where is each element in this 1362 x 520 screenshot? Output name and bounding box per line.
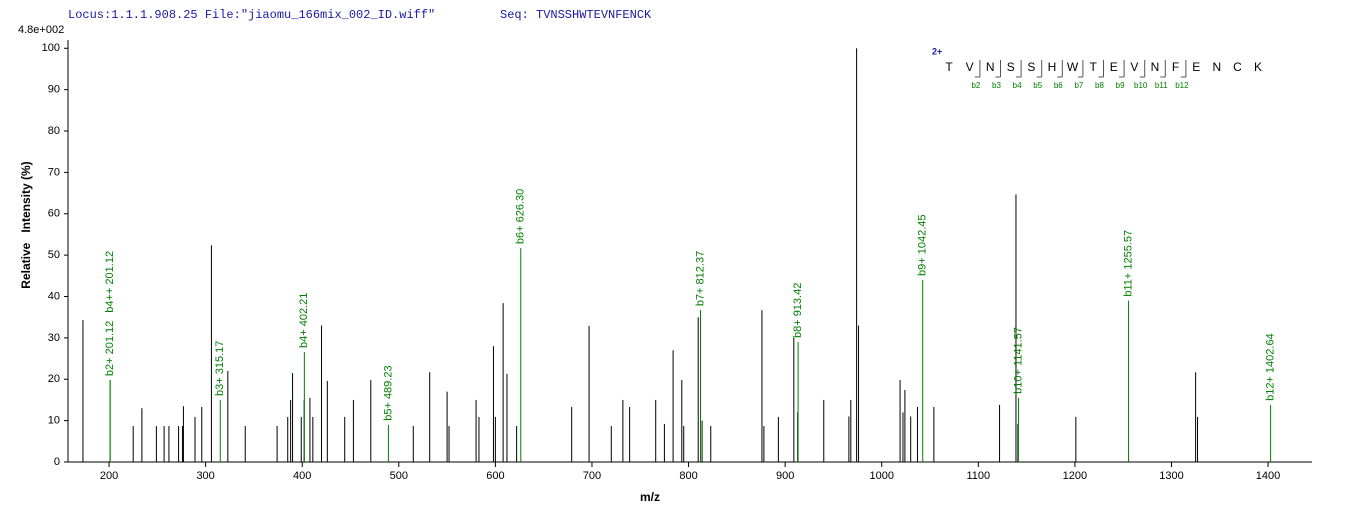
peak-label: b5+ 489.23 <box>382 365 394 420</box>
peak-label: b10+ 1141.57 <box>1012 327 1024 394</box>
residue: S <box>1007 60 1015 74</box>
x-tick-label: 200 <box>100 470 118 482</box>
residue: T <box>1090 60 1098 74</box>
ion-label: b8 <box>1095 81 1104 90</box>
x-tick-label: 1000 <box>869 470 893 482</box>
residue: S <box>1027 60 1035 74</box>
ion-label: b6 <box>1054 81 1063 90</box>
peak-label: b4+ 402.21 <box>298 293 310 348</box>
x-axis-label: m/z <box>640 490 660 504</box>
y-tick-label: 10 <box>48 415 60 427</box>
peak-label: b9+ 1042.45 <box>917 214 929 275</box>
x-tick-label: 700 <box>583 470 601 482</box>
peak-label: b11+ 1255.57 <box>1122 230 1134 297</box>
y-tick-label: 70 <box>48 166 60 178</box>
x-tick-label: 1300 <box>1159 470 1183 482</box>
x-tick-label: 600 <box>486 470 504 482</box>
peak-label: b4++ 201.12 <box>104 251 116 313</box>
residue: E <box>1192 60 1200 74</box>
ion-label: b2 <box>971 81 980 90</box>
y-axis-label: Relative Intensity (%) <box>19 161 33 288</box>
x-tick-label: 300 <box>196 470 214 482</box>
charge-label: 2+ <box>932 46 942 56</box>
y-tick-label: 30 <box>48 332 60 344</box>
residue: N <box>1212 60 1221 74</box>
residue: H <box>1048 60 1057 74</box>
residue: F <box>1172 60 1179 74</box>
ion-label: b11 <box>1155 81 1168 90</box>
residue: C <box>1233 60 1242 74</box>
residue: W <box>1067 60 1079 74</box>
residue: T <box>945 60 953 74</box>
residue: N <box>986 60 995 74</box>
y-tick-label: 0 <box>54 456 60 468</box>
peak-label: b8+ 913.42 <box>792 283 804 338</box>
x-tick-label: 900 <box>776 470 794 482</box>
x-tick-label: 1100 <box>966 470 990 482</box>
ion-label: b3 <box>992 81 1001 90</box>
ion-label: b9 <box>1116 81 1125 90</box>
y-tick-label: 80 <box>48 125 60 137</box>
ion-label: b5 <box>1033 81 1042 90</box>
y-tick-label: 50 <box>48 249 60 261</box>
header-seq: Seq: TVNSSHWTEVNFENCK <box>500 8 652 22</box>
x-tick-label: 1400 <box>1256 470 1280 482</box>
peak-label: b12+ 1402.64 <box>1265 333 1277 401</box>
y-tick-label: 40 <box>48 290 60 302</box>
ion-label: b7 <box>1074 81 1083 90</box>
peak-label: b7+ 812.37 <box>694 251 706 306</box>
x-tick-label: 1200 <box>1063 470 1087 482</box>
x-tick-label: 800 <box>679 470 697 482</box>
residue: K <box>1254 60 1262 74</box>
ion-label: b4 <box>1013 81 1022 90</box>
y-tick-label: 100 <box>42 42 60 54</box>
intensity-max: 4.8e+002 <box>18 24 64 36</box>
ion-label: b10 <box>1134 81 1148 90</box>
residue: E <box>1110 60 1118 74</box>
y-tick-label: 90 <box>48 84 60 96</box>
y-tick-label: 20 <box>48 373 60 385</box>
residue: V <box>1130 60 1138 74</box>
y-tick-label: 60 <box>48 208 60 220</box>
residue: V <box>966 60 974 74</box>
x-tick-label: 500 <box>390 470 408 482</box>
peak-label: b2+ 201.12 <box>104 321 116 376</box>
x-tick-label: 400 <box>293 470 311 482</box>
ion-label: b12 <box>1175 81 1189 90</box>
peak-label: b3+ 315.17 <box>214 341 226 396</box>
residue: N <box>1151 60 1160 74</box>
peak-label: b6+ 626.30 <box>515 189 527 244</box>
header-locus: Locus:1.1.1.908.25 File:"jiaomu_166mix_0… <box>68 8 435 22</box>
